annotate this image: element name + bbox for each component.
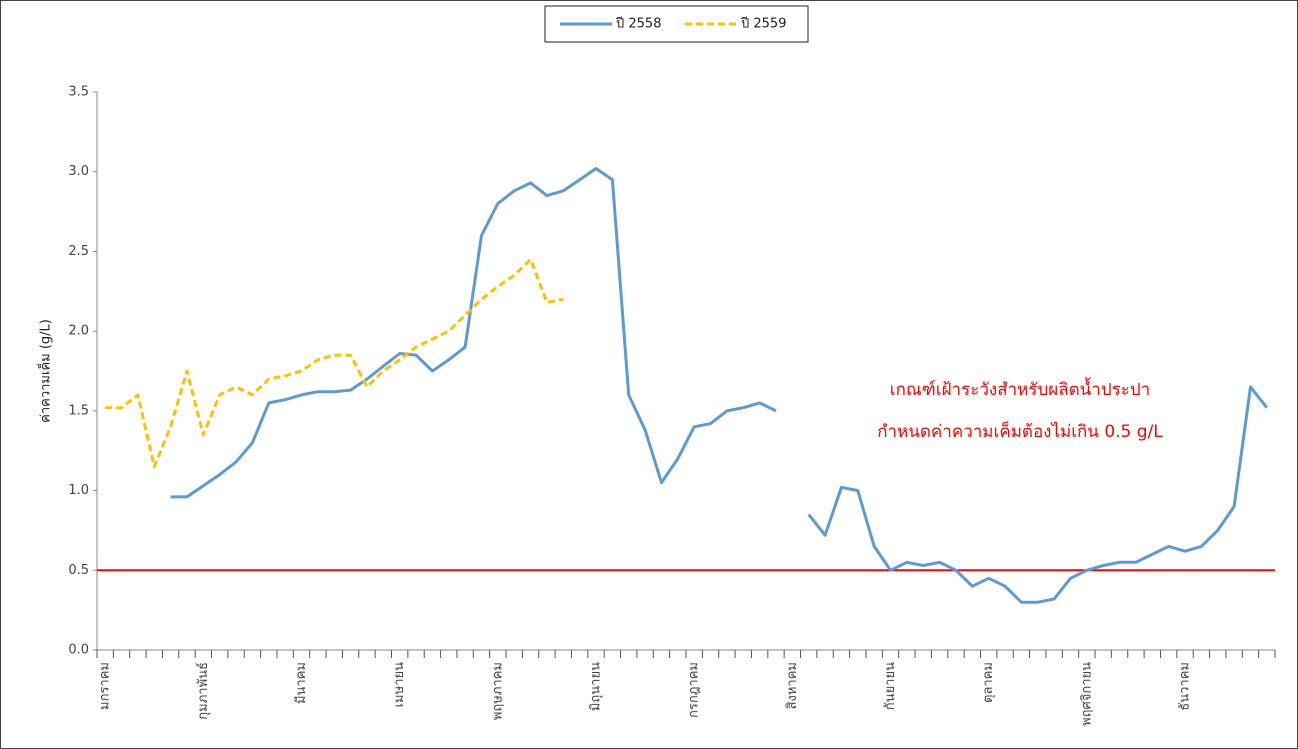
x-tick-label: มีนาคม	[293, 662, 309, 704]
y-tick-label: 2.0	[68, 324, 89, 339]
x-tick-label: กันยายน	[883, 662, 898, 710]
y-tick-label: 1.5	[68, 403, 89, 418]
series-line	[170, 167, 1268, 604]
x-tick-label: ตุลาคม	[981, 662, 996, 703]
x-tick-label: เมษายน	[392, 662, 407, 707]
x-tick-label: มกราคม	[98, 662, 113, 710]
y-tick-label: 1.0	[68, 483, 89, 498]
y-tick-label: 3.5	[68, 85, 89, 100]
y-tick-label: 2.5	[68, 244, 89, 259]
x-tick-label: พฤษภาคม	[490, 662, 505, 720]
y-tick-label: 0.0	[68, 643, 89, 658]
y-tick-label: 3.0	[68, 164, 89, 179]
x-tick-label: กุมภาพันธ์	[195, 662, 211, 720]
legend-label: ปี 2558	[615, 16, 661, 32]
y-tick-label: 0.5	[68, 563, 89, 578]
annotation: เกณฑ์เฝ้าระวังสำหรับผลิตน้ำประปา	[890, 377, 1150, 400]
x-tick-label: ธันวาคม	[1178, 662, 1193, 711]
y-axis-label: ค่าความเค็ม (g/L)	[36, 319, 54, 423]
series-line	[105, 257, 564, 469]
x-tick-label: กรกฎาคม	[687, 662, 702, 718]
x-tick-label: พฤศจิกายน	[1079, 662, 1094, 726]
x-tick-label: มิถุนายน	[589, 662, 604, 711]
legend-label: ปี 2559	[740, 16, 786, 32]
annotation: กำหนดค่าความเค็มต้องไม่เกิน 0.5 g/L	[877, 420, 1163, 442]
x-tick-label: สิงหาคม	[785, 662, 800, 709]
